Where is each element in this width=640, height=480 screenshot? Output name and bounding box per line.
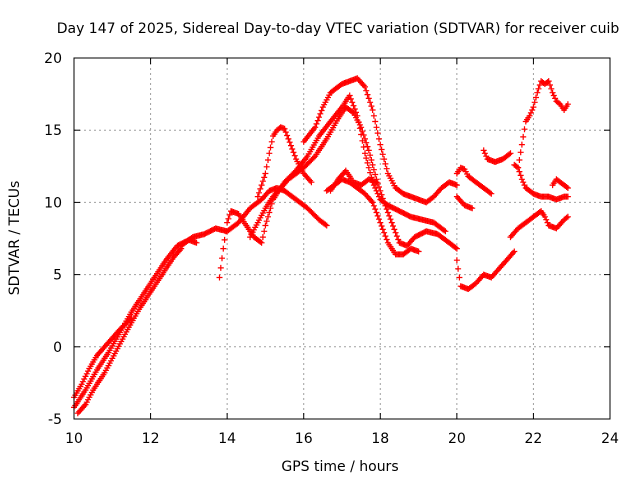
y-tick-label: 5 [53, 268, 62, 284]
y-tick-label: 20 [44, 51, 62, 67]
y-tick-label: 0 [53, 340, 62, 356]
series-track [254, 124, 315, 200]
plot-frame [73, 57, 611, 420]
x-tick-label: 24 [601, 431, 619, 447]
x-tick-label: 10 [65, 431, 83, 447]
series-track [300, 75, 460, 206]
series-track [453, 193, 476, 212]
series-track [327, 167, 380, 194]
y-tick-label: -5 [48, 412, 62, 428]
x-tick-label: 20 [448, 431, 466, 447]
series-markers [74, 245, 185, 417]
x-axis-label: GPS time / hours [281, 459, 398, 475]
x-tick-label: 12 [142, 431, 160, 447]
series-markers [511, 78, 571, 171]
data-points [71, 75, 571, 417]
y-axis-label: SDTVAR / TECUs [7, 181, 23, 296]
series-markers [247, 104, 460, 252]
series-track [549, 176, 571, 191]
x-tick-label: 16 [295, 431, 313, 447]
series-markers [515, 164, 571, 203]
x-tick-label: 14 [218, 431, 236, 447]
series-markers [254, 124, 315, 200]
series-track [247, 104, 460, 252]
series-track [515, 164, 571, 203]
series-track [453, 248, 518, 292]
series-markers [549, 176, 571, 191]
x-tick-label: 22 [525, 431, 543, 447]
series-markers [300, 75, 460, 206]
series-markers [453, 193, 476, 212]
x-tick-label: 18 [371, 431, 389, 447]
series-track [74, 245, 185, 417]
y-tick-label: 15 [44, 123, 62, 139]
series-track [507, 208, 571, 241]
series-markers [507, 208, 571, 241]
series-track [453, 164, 495, 197]
series-markers [453, 248, 518, 292]
grid-lines [74, 58, 610, 419]
series-track [511, 78, 571, 171]
y-tick-label: 10 [44, 195, 62, 211]
axes: 10 12 14 16 18 20 22 24 -5 0 5 10 15 20 [44, 51, 619, 447]
series-markers [480, 147, 514, 165]
chart-title: Day 147 of 2025, Sidereal Day-to-day VTE… [57, 21, 620, 37]
series-track [480, 147, 514, 165]
series-markers [453, 164, 495, 197]
series-markers [327, 167, 380, 194]
